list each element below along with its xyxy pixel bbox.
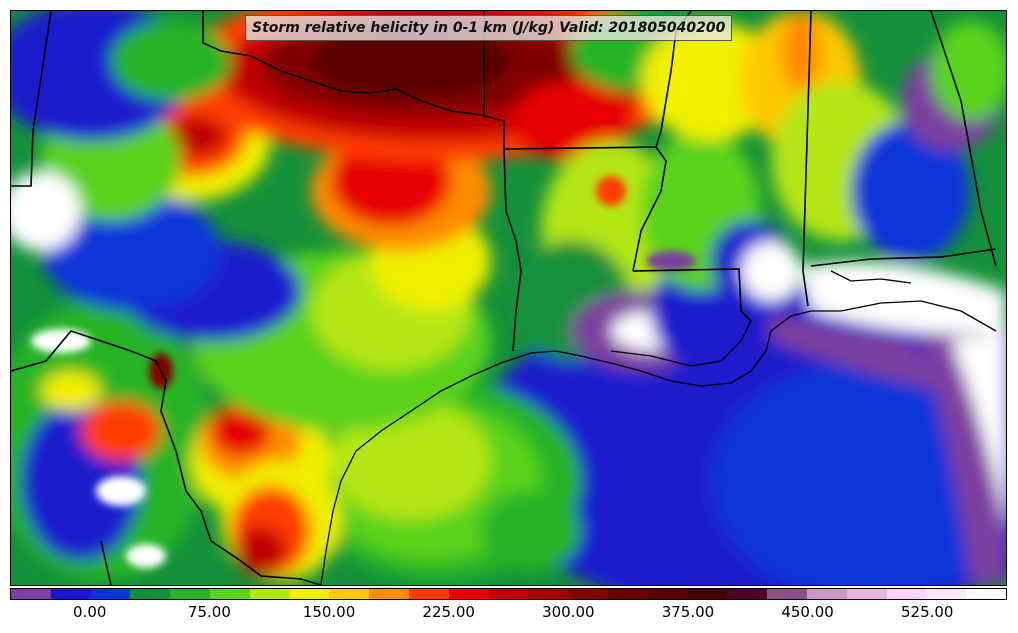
colorbar-tick-label: 0.00 bbox=[73, 603, 107, 621]
coastline bbox=[320, 270, 997, 585]
colorbar-swatch bbox=[249, 589, 290, 599]
state-borders bbox=[11, 11, 997, 585]
colorbar-swatch bbox=[329, 589, 370, 599]
colorbar-swatch bbox=[727, 589, 768, 599]
colorbar-swatch bbox=[11, 589, 51, 599]
colorbar-swatch bbox=[806, 589, 847, 599]
colorbar-swatch bbox=[448, 589, 489, 599]
colorbar-swatch bbox=[687, 589, 728, 599]
colorbar-tick-label: 225.00 bbox=[422, 603, 475, 621]
colorbar-swatch bbox=[289, 589, 330, 599]
colorbar-tick-label: 300.00 bbox=[542, 603, 595, 621]
colorbar-tick-label: 375.00 bbox=[661, 603, 715, 621]
colorbar-swatch bbox=[926, 589, 967, 599]
colorbar-swatch bbox=[130, 589, 171, 599]
colorbar-swatch bbox=[886, 589, 927, 599]
colorbar-swatch bbox=[528, 589, 569, 599]
colorbar-swatch bbox=[90, 589, 131, 599]
colorbar-swatch bbox=[50, 589, 91, 599]
colorbar-tick-labels: 0.00 75.00 150.00 225.00 300.00 375.00 450.00 5… bbox=[10, 603, 1007, 625]
colorbar-swatch bbox=[170, 589, 210, 599]
colorbar-swatch bbox=[209, 589, 250, 599]
colorbar-swatch bbox=[767, 589, 807, 599]
map-title: Storm relative helicity in 0-1 km (J/kg)… bbox=[245, 15, 733, 41]
colorbar bbox=[10, 588, 1007, 600]
colorbar-tick-label: 450.00 bbox=[781, 603, 834, 621]
colorbar-tick-label: 150.00 bbox=[302, 603, 356, 621]
helicity-map bbox=[10, 10, 1007, 586]
colorbar-swatch bbox=[568, 589, 608, 599]
colorbar-swatch bbox=[966, 589, 1006, 599]
colorbar-tick-label: 75.00 bbox=[187, 603, 231, 621]
colorbar-swatch bbox=[647, 589, 688, 599]
colorbar-swatch bbox=[607, 589, 648, 599]
colorbar-swatch bbox=[488, 589, 529, 599]
colorbar-tick-label: 525.00 bbox=[900, 603, 954, 621]
helicity-field bbox=[11, 11, 1006, 585]
colorbar-swatch bbox=[846, 589, 887, 599]
colorbar-swatch bbox=[408, 589, 449, 599]
colorbar-swatch bbox=[369, 589, 409, 599]
